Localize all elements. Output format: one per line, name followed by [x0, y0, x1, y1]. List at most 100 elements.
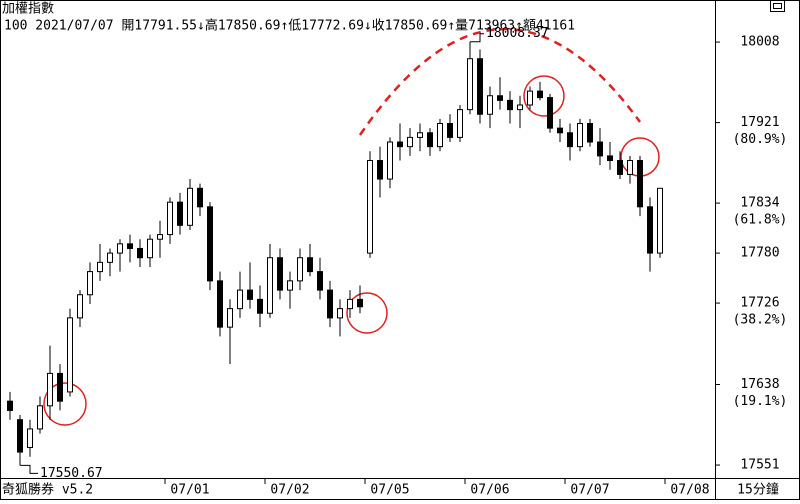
footer-left: 奇狐勝券 v5.2 — [2, 482, 93, 498]
circle — [43, 382, 87, 426]
candle-body — [177, 201, 183, 226]
y-tick-label: 17921 — [740, 115, 779, 130]
candle-body — [597, 141, 603, 157]
min-pointer — [20, 464, 38, 474]
y-tick-label: 17780 — [740, 246, 779, 261]
x-tick-label: 07/05 — [370, 483, 409, 498]
candle-body — [617, 160, 623, 175]
candle-body — [587, 123, 593, 143]
fib-label: (80.9%) — [733, 132, 788, 147]
candle-body — [437, 123, 443, 148]
candle-body — [537, 90, 543, 99]
max-pointer — [470, 33, 484, 43]
candle-body — [117, 243, 123, 254]
fib-label: (61.8%) — [733, 213, 788, 228]
circle — [346, 292, 388, 334]
candle-body — [447, 123, 453, 138]
candle-body — [507, 99, 513, 111]
restore-icon — [773, 3, 782, 9]
candle-body — [87, 271, 93, 296]
candle-body — [347, 298, 353, 310]
candle-body — [337, 308, 343, 319]
candle-body — [207, 206, 213, 282]
candle-body — [27, 428, 33, 448]
candle-body — [327, 289, 333, 319]
candle-body — [17, 419, 23, 453]
x-tick-label: 07/08 — [670, 483, 709, 498]
highlight-circles — [43, 75, 660, 426]
fib-label: (19.1%) — [733, 394, 788, 409]
candle-body — [287, 280, 293, 291]
candle-body — [467, 58, 473, 111]
candle-body — [137, 247, 143, 259]
arc-annotation — [358, 27, 642, 136]
candle-body — [237, 289, 243, 310]
x-tick-label: 07/07 — [570, 483, 609, 498]
y-tick-label: 17551 — [740, 458, 779, 473]
candle-body — [37, 405, 43, 430]
candle-body — [557, 127, 563, 134]
min-label: 17550.67 — [40, 466, 103, 481]
candle-body — [277, 257, 283, 291]
candle-body — [417, 132, 423, 138]
candle-body — [7, 400, 13, 411]
candle-body — [637, 160, 643, 208]
candle-body — [197, 187, 203, 208]
candle-body — [67, 317, 73, 393]
candle-body — [97, 261, 103, 273]
info-line: 100 2021/07/07 開17791.55↓高17850.69↑低1777… — [4, 18, 575, 34]
candle-body — [427, 132, 433, 148]
candle-body — [407, 136, 413, 148]
candle-body — [367, 160, 373, 254]
candle-body — [657, 187, 663, 254]
candle-body — [127, 243, 133, 249]
circle — [523, 75, 565, 117]
candle-body — [147, 238, 153, 259]
y-tick-label: 17638 — [740, 377, 779, 392]
candle-body — [497, 95, 503, 101]
candle-body — [217, 280, 223, 328]
restore-button[interactable] — [770, 0, 785, 12]
x-tick-label: 07/01 — [170, 483, 209, 498]
candle-body — [157, 234, 163, 240]
y-tick-label: 18008 — [740, 35, 779, 50]
candle-body — [577, 123, 583, 148]
candle-body — [47, 372, 53, 407]
candle-body — [487, 95, 493, 115]
candle-body — [247, 289, 253, 300]
candle-body — [607, 155, 613, 162]
candle-body — [357, 298, 363, 308]
candle-body — [527, 90, 533, 106]
chart-title: 加權指數 — [2, 2, 54, 17]
candle-body — [257, 298, 263, 314]
y-tick-label: 17834 — [740, 196, 779, 211]
max-label: 18008.37 — [486, 26, 549, 41]
fib-label: (38.2%) — [733, 313, 788, 328]
candle-body — [57, 372, 63, 402]
candle-body — [227, 308, 233, 328]
y-tick-label: 17726 — [740, 296, 779, 311]
candle-body — [297, 257, 303, 282]
candle-body — [187, 187, 193, 226]
candle-body — [517, 104, 523, 111]
candle-body — [627, 160, 633, 175]
candle-body — [77, 294, 83, 319]
candle-body — [567, 132, 573, 148]
candle-body — [647, 206, 653, 254]
candle-body — [167, 201, 173, 236]
candle-body — [397, 141, 403, 148]
x-tick-label: 07/06 — [470, 483, 509, 498]
candle-body — [267, 257, 273, 314]
candle-body — [307, 257, 313, 273]
candle-body — [457, 109, 463, 138]
candle-body — [387, 141, 393, 180]
window-buttons[interactable] — [770, 0, 785, 12]
period-label: 15分鐘 — [737, 482, 779, 498]
candle-body — [377, 160, 383, 180]
candle-body — [107, 252, 113, 263]
candle-body — [317, 271, 323, 291]
x-tick-label: 07/02 — [270, 483, 309, 498]
candle-body — [477, 58, 483, 115]
candle-body — [547, 97, 553, 129]
